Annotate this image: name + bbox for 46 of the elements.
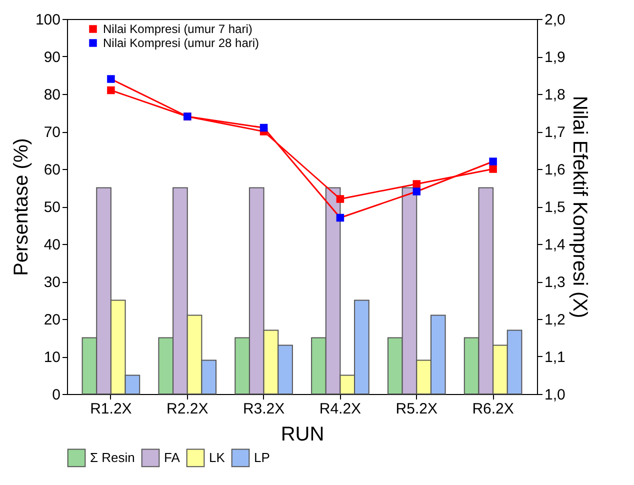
y2-tick-label: 1,5 bbox=[544, 199, 566, 216]
x-tick-label: R6.2X bbox=[472, 400, 514, 418]
y2-tick-label: 1,0 bbox=[544, 386, 566, 404]
legend-label: Nilai Kompresi (umur 28 hari) bbox=[103, 36, 260, 50]
x-axis-title: RUN bbox=[280, 424, 324, 446]
y-tick-label: 60 bbox=[44, 162, 60, 178]
point bbox=[107, 75, 115, 83]
x-tick-label: R3.2X bbox=[242, 400, 285, 418]
y-tick-label: 10 bbox=[44, 349, 60, 366]
y2-axis-title: Nilai Efektif Kompresi (X) bbox=[568, 96, 590, 318]
y-tick-label: 80 bbox=[44, 86, 60, 104]
y2-tick-label: 1,4 bbox=[544, 236, 566, 254]
legend-label: LP bbox=[254, 450, 270, 465]
point bbox=[260, 124, 268, 132]
y2-tick-label: 1,8 bbox=[544, 86, 566, 104]
y-tick-label: 100 bbox=[35, 12, 60, 28]
y-tick-label: 50 bbox=[44, 199, 60, 216]
x-tick-label: R5.2X bbox=[396, 400, 438, 418]
y2-tick-label: 1,6 bbox=[544, 162, 566, 178]
y2-tick-label: 1,1 bbox=[544, 349, 566, 366]
y-axis-title: Persentase (%) bbox=[10, 138, 32, 276]
y2-tick-label: 1,7 bbox=[544, 124, 566, 141]
y-tick-label: 20 bbox=[44, 312, 60, 328]
y-tick-label: 90 bbox=[44, 49, 60, 66]
y-tick-label: 0 bbox=[52, 386, 60, 404]
point bbox=[107, 86, 115, 94]
y-tick-label: 70 bbox=[44, 124, 60, 141]
y-tick-label: 30 bbox=[44, 274, 60, 291]
y2-tick-label: 1,3 bbox=[544, 274, 566, 291]
legend-label: LK bbox=[209, 450, 226, 465]
point bbox=[489, 165, 497, 173]
x-tick-label: R4.2X bbox=[319, 400, 362, 418]
y2-tick-label: 1,9 bbox=[544, 49, 566, 66]
point bbox=[412, 180, 421, 188]
y2-tick-label: 2,0 bbox=[544, 12, 566, 28]
x-tick-label: R1.2X bbox=[90, 400, 132, 418]
point bbox=[336, 195, 344, 203]
point bbox=[336, 214, 344, 222]
legend-label: Nilai Kompresi (umur 7 hari) bbox=[103, 22, 252, 36]
y-tick-label: 40 bbox=[44, 236, 60, 254]
legend-label: FA bbox=[164, 450, 180, 465]
x-tick-label: R2.2X bbox=[166, 400, 208, 418]
legend-label: Σ Resin bbox=[90, 450, 135, 465]
y2-tick-label: 1,2 bbox=[544, 312, 566, 328]
point bbox=[489, 158, 497, 166]
point bbox=[412, 188, 421, 196]
